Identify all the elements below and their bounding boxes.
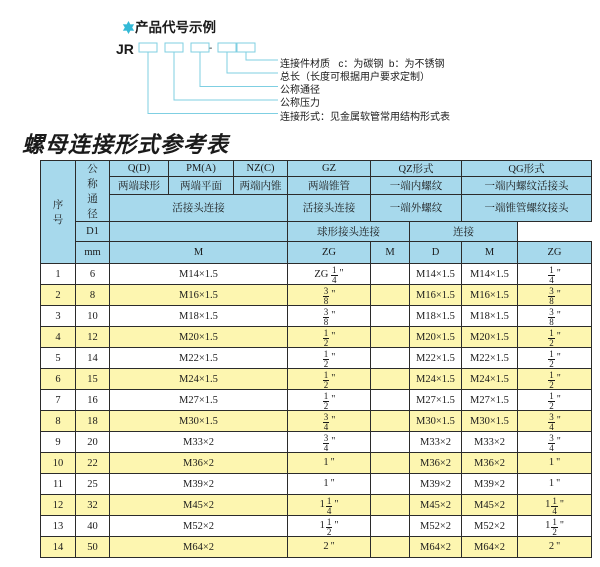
svg-text:-: - bbox=[209, 43, 212, 54]
